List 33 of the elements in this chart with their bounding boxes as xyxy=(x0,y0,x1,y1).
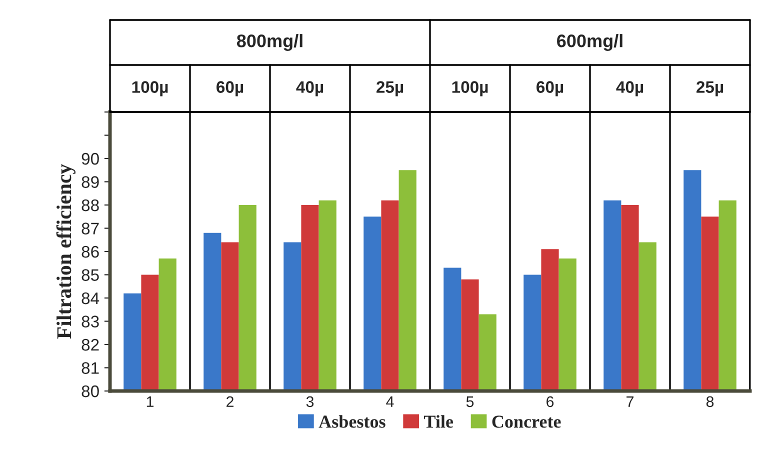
legend-label: Tile xyxy=(424,415,454,428)
y-tick-label: 87 xyxy=(82,222,99,234)
text: 25µ xyxy=(696,81,724,96)
y-tick-label: 88 xyxy=(82,199,99,212)
y-tick-label: 85 xyxy=(82,269,99,281)
y-tick-label: 86 xyxy=(82,246,99,258)
y-tick-label: 89 xyxy=(82,176,99,188)
y-axis-title: Filtration efficiency xyxy=(56,164,76,339)
legend-label: Concrete xyxy=(492,416,561,428)
text: 600mg/l xyxy=(557,34,622,51)
x-tick-label: 2 xyxy=(226,396,234,407)
legend-label: Asbestos xyxy=(318,415,386,428)
x-tick-label: 8 xyxy=(706,396,714,408)
y-tick-label: 81 xyxy=(82,362,99,374)
text: 800mg/l xyxy=(236,34,302,51)
y-tick-label: 83 xyxy=(82,316,99,328)
x-tick-label: 5 xyxy=(466,396,474,408)
x-tick-label: 1 xyxy=(146,396,154,407)
text: 60µ xyxy=(216,81,244,96)
text: 60µ xyxy=(536,81,564,96)
y-tick-label: 82 xyxy=(82,338,99,351)
x-tick-label: 6 xyxy=(546,396,554,408)
text: 25µ xyxy=(376,81,404,96)
x-tick-label: 3 xyxy=(306,396,314,408)
text: 40µ xyxy=(296,81,324,96)
y-tick-label: 80 xyxy=(82,385,99,398)
y-tick-label: 84 xyxy=(82,292,100,304)
y-tick-label: 90 xyxy=(82,152,99,165)
text: 100µ xyxy=(132,81,168,96)
text: 40µ xyxy=(616,81,644,96)
text: 100µ xyxy=(452,81,488,96)
x-tick-label: 7 xyxy=(626,396,634,407)
x-tick-label: 4 xyxy=(386,396,394,407)
